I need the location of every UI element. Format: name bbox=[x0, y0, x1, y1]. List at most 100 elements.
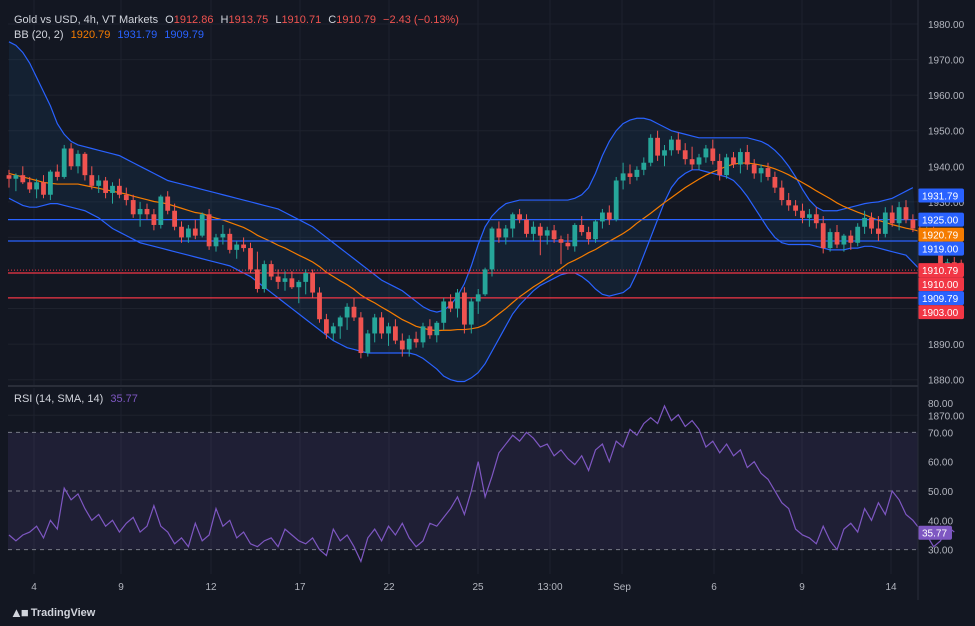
candle-body[interactable] bbox=[27, 182, 33, 190]
price-tag[interactable] bbox=[918, 277, 964, 292]
candle-body[interactable] bbox=[406, 338, 412, 350]
candle-body[interactable] bbox=[82, 153, 88, 176]
candle-body[interactable] bbox=[910, 219, 916, 229]
candle-body[interactable] bbox=[779, 187, 785, 201]
candle-body[interactable] bbox=[358, 317, 364, 354]
candle-body[interactable] bbox=[537, 226, 543, 236]
price-tag[interactable] bbox=[918, 212, 964, 227]
price-tag[interactable] bbox=[918, 305, 964, 320]
candle-body[interactable] bbox=[179, 226, 184, 238]
candle-body[interactable] bbox=[862, 217, 867, 227]
candle-body[interactable] bbox=[441, 301, 447, 323]
candle-body[interactable] bbox=[496, 228, 502, 238]
candle-body[interactable] bbox=[489, 228, 495, 270]
price-tag[interactable] bbox=[918, 263, 964, 278]
candle-body[interactable] bbox=[758, 168, 764, 174]
candle-body[interactable] bbox=[689, 159, 695, 165]
candle-body[interactable] bbox=[793, 205, 798, 211]
candle-body[interactable] bbox=[158, 196, 164, 225]
candle-body[interactable] bbox=[641, 162, 647, 170]
candle-body[interactable] bbox=[627, 173, 633, 177]
candle-body[interactable] bbox=[751, 164, 757, 174]
candle-body[interactable] bbox=[41, 182, 46, 195]
candle-body[interactable] bbox=[648, 137, 654, 163]
candle-body[interactable] bbox=[213, 237, 219, 247]
candle-body[interactable] bbox=[669, 139, 674, 151]
candle-body[interactable] bbox=[234, 244, 240, 250]
candle-body[interactable] bbox=[531, 226, 536, 234]
candle-body[interactable] bbox=[524, 219, 529, 234]
candle-body[interactable] bbox=[372, 317, 378, 334]
candle-body[interactable] bbox=[613, 180, 619, 220]
candle-body[interactable] bbox=[468, 301, 474, 325]
candle-body[interactable] bbox=[144, 208, 150, 215]
candle-body[interactable] bbox=[48, 171, 53, 195]
price-tag[interactable] bbox=[918, 291, 964, 306]
candle-body[interactable] bbox=[462, 292, 467, 325]
candle-body[interactable] bbox=[455, 292, 460, 309]
candle-body[interactable] bbox=[634, 169, 640, 177]
candle-body[interactable] bbox=[427, 326, 433, 336]
candle-body[interactable] bbox=[682, 150, 688, 160]
candle-body[interactable] bbox=[303, 272, 309, 282]
price-tag[interactable] bbox=[918, 241, 964, 256]
candle-body[interactable] bbox=[903, 207, 909, 220]
candle-body[interactable] bbox=[434, 322, 440, 336]
bb-legend[interactable]: BB (20, 2) 1920.79 1931.79 1909.79 bbox=[14, 29, 208, 41]
candle-body[interactable] bbox=[172, 210, 177, 227]
candle-body[interactable] bbox=[475, 294, 481, 302]
candle-body[interactable] bbox=[731, 157, 736, 165]
candle-body[interactable] bbox=[337, 317, 343, 327]
candle-body[interactable] bbox=[675, 139, 681, 151]
tradingview-logo[interactable]: ▲■ TradingView bbox=[10, 605, 95, 620]
candle-body[interactable] bbox=[703, 148, 709, 158]
candle-body[interactable] bbox=[365, 333, 371, 354]
candle-body[interactable] bbox=[503, 228, 509, 238]
candle-body[interactable] bbox=[593, 221, 598, 240]
candle-body[interactable] bbox=[117, 185, 122, 195]
candle-body[interactable] bbox=[876, 228, 881, 234]
candle-body[interactable] bbox=[558, 239, 564, 243]
candle-body[interactable] bbox=[393, 326, 398, 341]
candle-body[interactable] bbox=[386, 326, 391, 334]
candle-body[interactable] bbox=[572, 224, 578, 247]
candle-body[interactable] bbox=[600, 212, 605, 222]
candle-body[interactable] bbox=[889, 212, 895, 224]
candle-body[interactable] bbox=[248, 248, 253, 270]
candle-body[interactable] bbox=[61, 148, 67, 177]
candle-body[interactable] bbox=[296, 281, 302, 288]
candle-body[interactable] bbox=[662, 150, 667, 156]
candle-body[interactable] bbox=[20, 175, 26, 183]
candle-body[interactable] bbox=[206, 214, 212, 247]
candle-body[interactable] bbox=[869, 217, 874, 229]
price-pane[interactable] bbox=[6, 41, 964, 383]
candle-body[interactable] bbox=[344, 306, 350, 318]
candle-body[interactable] bbox=[310, 272, 315, 293]
candle-body[interactable] bbox=[482, 269, 488, 295]
candle-body[interactable] bbox=[696, 157, 702, 165]
candle-body[interactable] bbox=[75, 153, 81, 167]
candle-body[interactable] bbox=[110, 185, 115, 193]
candle-body[interactable] bbox=[199, 214, 205, 236]
candle-body[interactable] bbox=[896, 207, 902, 224]
rsi-pane[interactable] bbox=[8, 404, 955, 564]
candle-body[interactable] bbox=[738, 152, 743, 165]
candle-body[interactable] bbox=[351, 306, 357, 318]
candle-body[interactable] bbox=[448, 301, 453, 309]
candle-body[interactable] bbox=[827, 232, 833, 249]
candle-body[interactable] bbox=[68, 148, 74, 167]
candle-body[interactable] bbox=[96, 180, 102, 186]
price-tag[interactable] bbox=[918, 227, 964, 242]
candle-body[interactable] bbox=[220, 233, 226, 238]
candle-body[interactable] bbox=[282, 278, 288, 282]
candle-body[interactable] bbox=[772, 176, 778, 188]
candle-body[interactable] bbox=[841, 235, 847, 245]
candle-body[interactable] bbox=[324, 319, 329, 334]
candle-body[interactable] bbox=[227, 233, 233, 250]
candle-body[interactable] bbox=[834, 232, 840, 245]
candle-body[interactable] bbox=[579, 224, 585, 233]
candle-body[interactable] bbox=[510, 214, 516, 229]
candle-body[interactable] bbox=[882, 212, 888, 234]
candle-body[interactable] bbox=[710, 148, 716, 161]
